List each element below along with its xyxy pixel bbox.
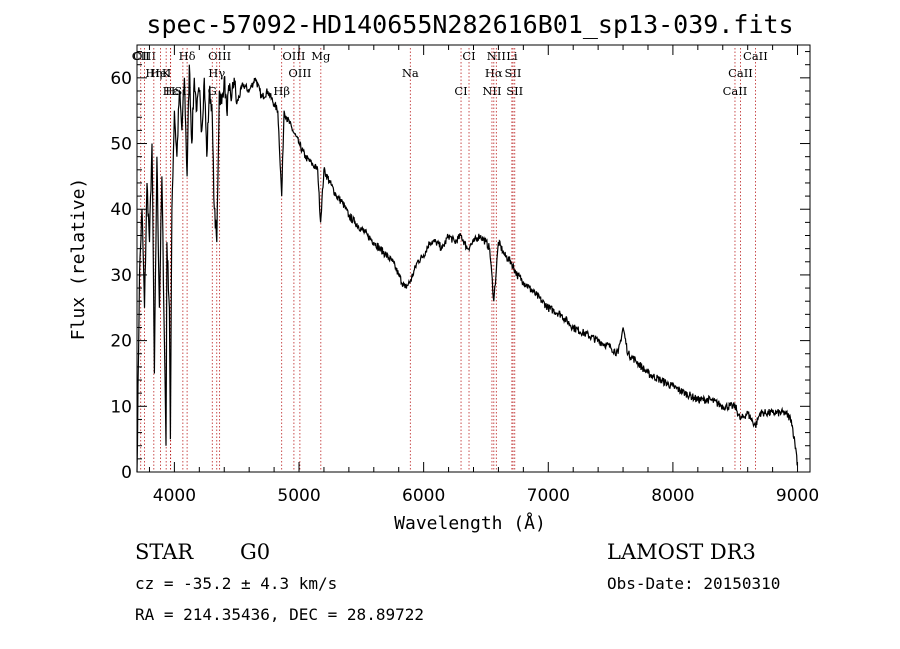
x-tick-label: 6000	[402, 486, 445, 506]
spectrum-line	[136, 64, 798, 473]
line-marker-label: OIII	[288, 66, 311, 80]
y-tick-label: 50	[110, 135, 132, 155]
line-marker-label: OIII	[282, 49, 305, 63]
axis-ticks: 4000 5000 6000 7000 8000 9000 0 10 20 30 40 50 60	[110, 45, 819, 506]
object-class: STAR	[135, 540, 194, 564]
line-marker-label: Mg	[311, 49, 331, 63]
x-tick-label: 8000	[651, 486, 694, 506]
x-tick-label: 5000	[277, 486, 320, 506]
line-marker-label: Hη	[145, 66, 162, 80]
line-marker-label: Hβ	[273, 84, 290, 98]
line-marker-label: SII	[506, 84, 523, 98]
y-tick-label: 60	[110, 69, 132, 89]
line-marker-label: Na	[402, 66, 419, 80]
x-tick-label: 7000	[527, 486, 570, 506]
y-tick-label: 0	[121, 463, 132, 483]
y-tick-label: 10	[110, 397, 132, 417]
line-marker-label: HeI	[150, 66, 171, 80]
y-axis-label: Flux (relative)	[68, 178, 89, 341]
coordinates: RA = 214.35436, DEC = 28.89722	[135, 605, 424, 624]
line-marker-label: OIII	[208, 49, 231, 63]
line-marker-label: K	[162, 66, 171, 80]
line-marker-label: CaII	[743, 49, 768, 63]
chart-title: spec-57092-HD140655N282616B01_sp13-039.f…	[146, 10, 793, 39]
line-marker-label: OIII	[133, 49, 156, 63]
y-tick-label: 30	[110, 266, 132, 286]
y-tick-label: 40	[110, 200, 132, 220]
line-marker-label: CI	[454, 84, 467, 98]
x-axis-label: Wavelength (Å)	[394, 512, 546, 534]
spectral-subclass: G0	[240, 540, 270, 564]
spectral-line-markers: HδKHεCIIHeISIIOIIIHηHOIIIHγGOIIIOIIIHβMg…	[132, 48, 768, 472]
line-marker-label: CaII	[723, 84, 748, 98]
line-marker-label: H	[165, 84, 175, 98]
line-marker-label: Hγ	[208, 66, 225, 80]
line-marker-label: CII	[132, 49, 150, 63]
line-marker-label: NII	[487, 49, 506, 63]
line-marker-label: CaII	[728, 66, 753, 80]
line-marker-label: Li	[506, 49, 518, 63]
plot-frame	[136, 44, 811, 473]
line-marker-label: G	[208, 84, 217, 98]
line-marker-label: Hδ	[179, 49, 196, 63]
survey-name: LAMOST DR3	[607, 540, 756, 564]
observation-date: Obs-Date: 20150310	[607, 574, 780, 593]
line-marker-label: Hα	[485, 66, 503, 80]
line-marker-label: CI	[462, 49, 475, 63]
x-tick-label: 4000	[153, 486, 196, 506]
line-marker-label: SII	[505, 66, 522, 80]
y-tick-label: 20	[110, 332, 132, 352]
x-tick-label: 9000	[776, 486, 819, 506]
line-marker-label: NII	[482, 84, 501, 98]
redshift-value: cz = -35.2 ± 4.3 km/s	[135, 574, 337, 593]
